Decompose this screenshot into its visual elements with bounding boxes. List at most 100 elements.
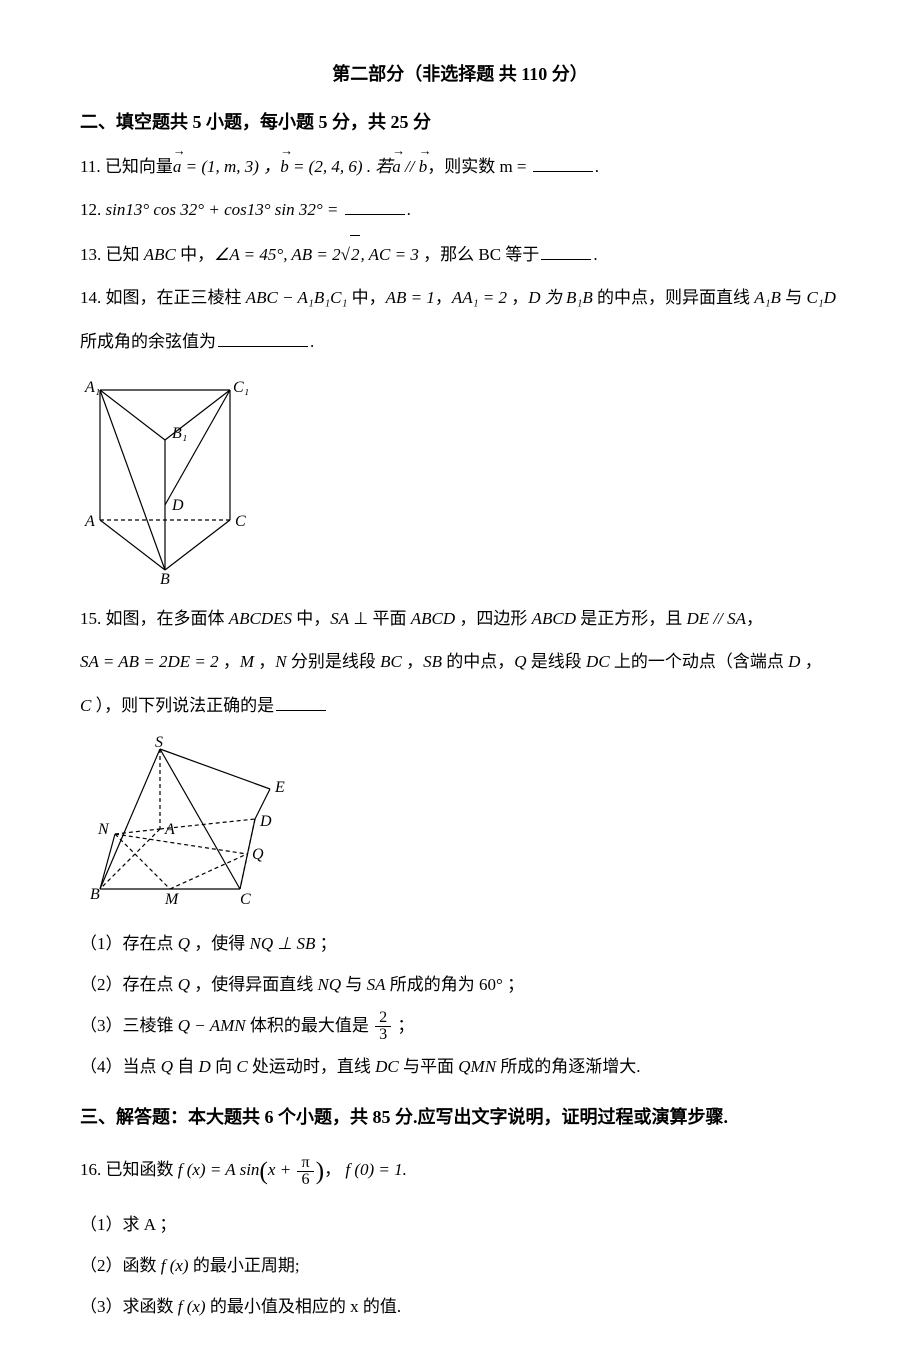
q15-diagram: S E D A N B M C Q — [80, 734, 840, 914]
q16-pre: 已知函数 — [101, 1160, 178, 1179]
q11-vec-b: b — [280, 148, 289, 185]
q14-blank — [218, 331, 308, 346]
q15-opt4-mid: 处运动时，直线 — [248, 1057, 376, 1076]
q15-opt2: （2）存在点 Q ，使得异面直线 NQ 与 SA 所成的角为 60° ； — [80, 965, 840, 1006]
q14-label-b: B — [160, 571, 170, 585]
q15-opt2-q: Q — [178, 975, 190, 994]
subsection-2-title: 二、填空题共 5 小题，每小题 5 分，共 25 分 — [80, 108, 840, 134]
q16-fx: f (x) = A sin — [178, 1160, 260, 1179]
q14-prism: ABC − A₁B₁C₁ — [246, 288, 348, 307]
q11-par: // — [401, 157, 419, 176]
q15-opt3-pre: （3）三棱锥 — [80, 1016, 178, 1035]
q16-num: 16. — [80, 1160, 101, 1179]
q15-opt2-nq: NQ — [318, 975, 342, 994]
q15-opt4-qmn: QMN — [458, 1057, 496, 1076]
q14-d-post: 的中点，则异面直线 — [593, 288, 755, 307]
q16-p2-b: 的最小正周期; — [189, 1256, 300, 1275]
q16-pi-num: π — [297, 1155, 313, 1172]
q15-opt3-frac: 23 — [375, 1010, 391, 1043]
q14-a1b: A₁B — [754, 288, 781, 307]
q16-inner-x: x + — [268, 1160, 296, 1179]
q14-pre: 如图，在正三棱柱 — [101, 288, 246, 307]
question-14-line2: 所成角的余弦值为. — [80, 323, 840, 360]
q11-vec-b2: b — [419, 148, 428, 185]
q15-opt4-end: 所成的角逐渐增大. — [496, 1057, 641, 1076]
q15-sep4: ， — [800, 652, 821, 671]
q15-opt3-end: ； — [393, 1016, 414, 1035]
q16-p3-fx: f (x) — [178, 1297, 206, 1316]
q15-dpt: D — [788, 652, 800, 671]
q15-m: M — [240, 652, 254, 671]
q15-opt4-dc: DC — [375, 1057, 399, 1076]
q13-after-sqrt: , AC = 3 — [360, 245, 418, 264]
q16-p2-fx: f (x) — [161, 1256, 189, 1275]
q15-perp: ⊥ 平面 — [349, 609, 411, 628]
q15-opt4-c: C — [236, 1057, 247, 1076]
q15-sep3: ， — [402, 652, 423, 671]
q15-abcd2: ABCD — [532, 609, 576, 628]
q11-num: 11. — [80, 157, 101, 176]
q15-opt1-end: ； — [315, 934, 336, 953]
q14-sep1: ， — [435, 288, 452, 307]
q16-p3-a: （3）求函数 — [80, 1297, 178, 1316]
q15-label-m: M — [164, 891, 180, 908]
q13-sqrt: 2 — [341, 235, 361, 273]
q16-rpar: ) — [316, 1156, 325, 1185]
q14-ab: AB = 1 — [386, 288, 435, 307]
q15-l1b: 中， — [292, 609, 330, 628]
q15-label-a: A — [164, 821, 175, 838]
q14-label-c: C — [235, 513, 246, 530]
q11-eq-b: = (2, 4, 6) . 若 — [289, 157, 393, 176]
q15-opt1-mid: ，使得 — [190, 934, 250, 953]
question-12: 12. sin13° cos 32° + cos13° sin 32° = . — [80, 191, 840, 228]
q15-l3b: ），则下列说法正确的是 — [91, 696, 274, 715]
q15-sep2: ， — [254, 652, 275, 671]
q11-vec-a2: a — [392, 148, 401, 185]
q15-dc: DC — [586, 652, 610, 671]
q14-label-d: D — [171, 497, 184, 514]
q14-c1d: C₁D — [806, 288, 836, 307]
q14-end: . — [310, 332, 314, 351]
q14-diagram: A₁ C₁ B₁ A C B D — [80, 370, 840, 590]
q14-aa1: AA₁ = 2 — [452, 288, 507, 307]
q12-num: 12. — [80, 200, 101, 219]
q13-ang: ∠A = 45°, AB = 2 — [214, 245, 341, 264]
q15-opt4-d: D — [199, 1057, 211, 1076]
q15-l1a: 如图，在多面体 — [101, 609, 229, 628]
q15-abcd: ABCD — [411, 609, 455, 628]
q16-lpar: ( — [259, 1156, 268, 1185]
q13-tri: ABC — [144, 245, 176, 264]
q11-end: . — [595, 157, 599, 176]
question-14: 14. 如图，在正三棱柱 ABC − A₁B₁C₁ 中，AB = 1，AA₁ =… — [80, 279, 840, 316]
question-11: 11. 已知向量a = (1, m, 3) ，b = (2, 4, 6) . 若… — [80, 148, 840, 185]
q15-label-n: N — [97, 821, 110, 838]
q15-label-d: D — [259, 813, 272, 830]
q15-sep1: ， — [219, 652, 240, 671]
q15-opt3-body: Q − AMN — [178, 1016, 246, 1035]
q11-post: ，则实数 m = — [427, 157, 531, 176]
q15-l3a: C — [80, 696, 91, 715]
q14-num: 14. — [80, 288, 101, 307]
q14-sep2: ， — [507, 288, 528, 307]
q13-end: . — [593, 245, 597, 264]
q15-comma: ， — [746, 609, 763, 628]
q15-n: N — [275, 652, 286, 671]
q15-opt1-q: Q — [178, 934, 190, 953]
q12-expr: sin13° cos 32° + cos13° sin 32° = — [101, 200, 342, 219]
q13-sqrt-arg: 2 — [350, 235, 361, 273]
q15-opt4: （4）当点 Q 自 D 向 C 处运动时，直线 DC 与平面 QMN 所成的角逐… — [80, 1047, 840, 1088]
q15-opt3-den: 3 — [375, 1027, 391, 1043]
q15-label-c: C — [240, 891, 251, 908]
subsection-3-title: 三、解答题：本大题共 6 个小题，共 85 分.应写出文字说明，证明过程或演算步… — [80, 1103, 840, 1129]
q15-sb: SB — [423, 652, 442, 671]
q16-p3: （3）求函数 f (x) 的最小值及相应的 x 的值. — [80, 1287, 840, 1328]
q15-blank — [276, 695, 326, 710]
q15-opt2-mid: ，使得异面直线 — [190, 975, 318, 994]
q15-opt4-mid2: 与平面 — [399, 1057, 459, 1076]
q15-opt2-sa: SA — [367, 975, 386, 994]
q14-line2: 所成角的余弦值为 — [80, 332, 216, 351]
section-title: 第二部分（非选择题 共 110 分） — [80, 60, 840, 86]
q15-label-s: S — [155, 734, 163, 751]
q15-q: Q — [514, 652, 526, 671]
q14-label-a: A — [84, 513, 95, 530]
